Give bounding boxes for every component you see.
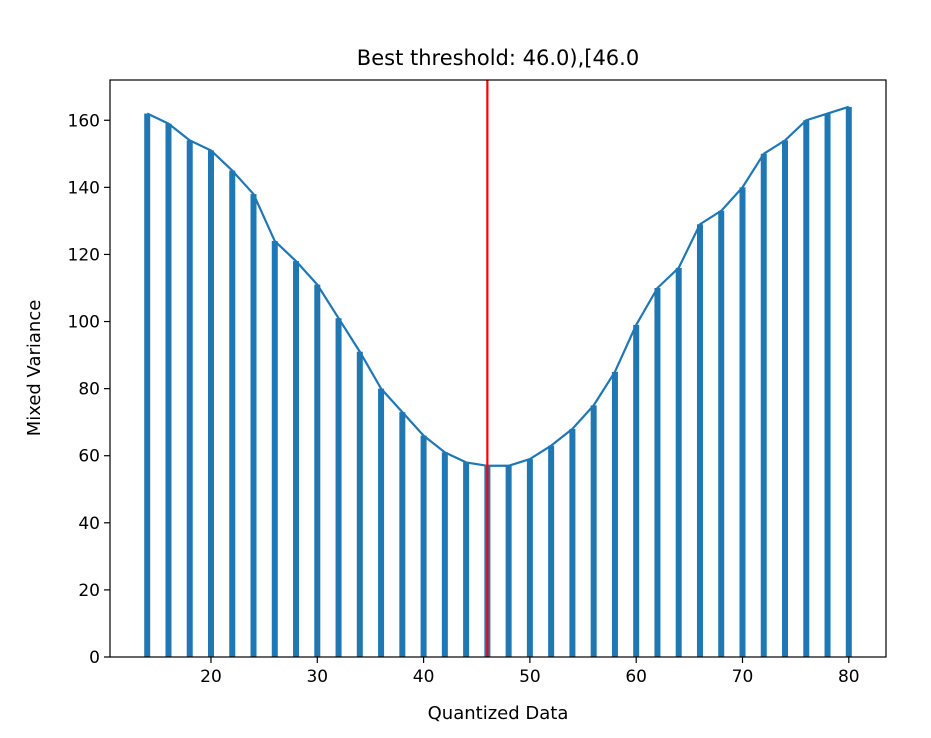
x-tick-label: 40 xyxy=(413,667,435,687)
bar xyxy=(293,261,300,657)
y-tick-label: 20 xyxy=(78,581,100,601)
bar xyxy=(420,435,427,657)
bar xyxy=(250,194,257,657)
y-axis-label: Mixed Variance xyxy=(24,300,45,437)
plot-frame xyxy=(109,79,887,658)
bar xyxy=(569,428,576,657)
x-tick-label: 80 xyxy=(838,667,860,687)
x-tick-label: 50 xyxy=(519,667,541,687)
bar xyxy=(675,267,682,657)
bar xyxy=(378,388,385,657)
bars-group xyxy=(144,106,852,658)
variance-line xyxy=(146,105,850,467)
bar xyxy=(718,210,725,657)
x-tick-label: 30 xyxy=(306,667,328,687)
bar xyxy=(314,284,321,657)
y-tick-label: 0 xyxy=(89,648,100,668)
y-tick-label: 60 xyxy=(78,447,100,467)
bar xyxy=(760,153,767,658)
bar xyxy=(526,459,533,657)
bar xyxy=(845,106,852,658)
bar xyxy=(186,140,193,657)
bar xyxy=(803,120,810,657)
bar xyxy=(165,123,172,658)
y-tick-label: 80 xyxy=(78,380,100,400)
x-ticks-group: 20 30 40 50 60 70 80 xyxy=(200,657,860,687)
bar xyxy=(824,113,831,658)
bar xyxy=(782,140,789,657)
bar xyxy=(654,287,661,657)
bar xyxy=(463,462,470,657)
bar xyxy=(548,445,555,657)
bar xyxy=(505,465,512,657)
y-tick-label: 40 xyxy=(78,514,100,534)
bar xyxy=(696,224,703,657)
x-tick-label: 20 xyxy=(200,667,222,687)
bar xyxy=(611,371,618,657)
y-tick-label: 140 xyxy=(68,178,100,198)
x-tick-label: 60 xyxy=(625,667,647,687)
bar xyxy=(590,405,597,657)
x-tick-label: 70 xyxy=(732,667,754,687)
bar xyxy=(441,452,448,657)
bar xyxy=(335,318,342,657)
bar xyxy=(399,412,406,657)
y-tick-label: 100 xyxy=(68,313,100,333)
bar xyxy=(633,324,640,657)
x-axis-label: Quantized Data xyxy=(428,703,569,724)
bar xyxy=(356,351,363,657)
y-tick-label: 160 xyxy=(68,111,100,131)
chart-title: Best threshold: 46.0),[46.0 xyxy=(357,46,639,70)
y-ticks-group: 0 20 40 60 80 100 120 140 160 xyxy=(68,111,110,668)
bar xyxy=(229,170,236,657)
bar xyxy=(739,187,746,657)
bar xyxy=(271,241,278,657)
bar xyxy=(144,113,151,658)
y-tick-label: 120 xyxy=(68,245,100,265)
bar xyxy=(207,150,214,657)
